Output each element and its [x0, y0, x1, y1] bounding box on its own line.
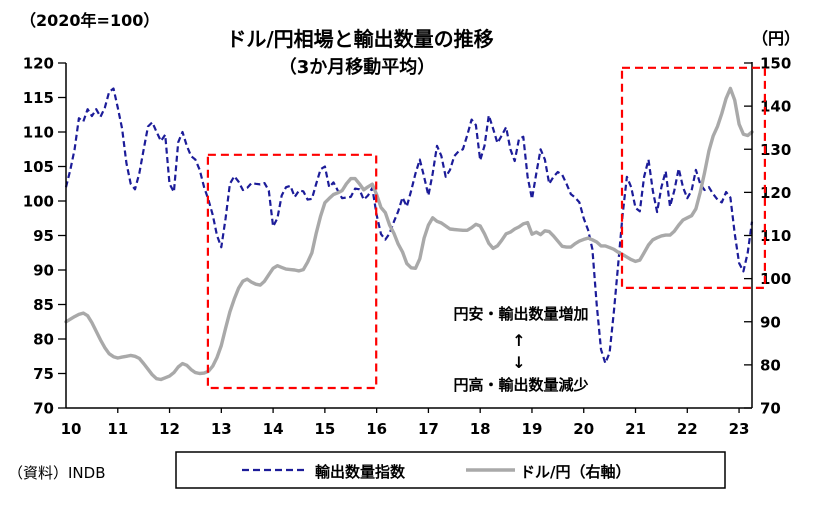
right-axis-tick-label: 100: [760, 270, 791, 288]
chart-title: ドル/円相場と輸出数量の推移: [226, 27, 493, 51]
up-arrow-icon: ↑: [512, 331, 525, 350]
annotation-yen-weak: 円安・輸出数量増加: [453, 305, 588, 323]
left-axis-tick-label: 120: [23, 55, 54, 73]
left-axis-tick-label: 85: [33, 296, 54, 314]
left-axis-tick-label: 90: [33, 262, 54, 280]
x-axis-tick-label: 13: [211, 420, 232, 438]
export-index-line: [64, 87, 754, 365]
x-axis-tick-label: 15: [314, 420, 335, 438]
right-axis-tick-label: 80: [760, 356, 781, 374]
chart-subtitle: （3か月移動平均）: [279, 56, 436, 78]
left-axis-unit-label: （2020年=100）: [20, 11, 159, 30]
annotation-yen-strong: 円高・輸出数量減少: [453, 376, 588, 394]
x-axis-tick-label: 22: [677, 420, 698, 438]
x-axis-tick-label: 21: [625, 420, 646, 438]
x-axis-tick-label: 17: [418, 420, 439, 438]
right-axis-tick-label: 70: [760, 400, 781, 418]
source-note: （資料）INDB: [8, 464, 106, 482]
highlight-boxes-layer: [206, 66, 766, 390]
series-layer: [64, 86, 754, 382]
highlight-box: [206, 153, 378, 390]
x-axis-tick-label: 12: [159, 420, 180, 438]
legend: 輸出数量指数 ドル/円（右軸）: [175, 451, 726, 489]
x-axis-tick-label: 11: [107, 420, 128, 438]
left-axis-tick-label: 95: [33, 227, 54, 245]
down-arrow-icon: ↓: [512, 353, 525, 372]
left-axis-tick-label: 110: [23, 124, 54, 142]
left-axis-tick-label: 115: [23, 89, 54, 107]
left-axis-tick-label: 100: [23, 193, 54, 211]
right-axis-unit-label: （円）: [752, 29, 800, 48]
right-axis-tick-label: 140: [760, 98, 791, 116]
x-axis-tick-label: 23: [729, 420, 750, 438]
right-axis-tick-label: 90: [760, 313, 781, 331]
left-axis-tick-label: 105: [23, 158, 54, 176]
right-axis-tick-label: 130: [760, 141, 791, 159]
left-axis-tick-label: 70: [33, 400, 54, 418]
left-axis-tick-label: 75: [33, 365, 54, 383]
highlight-box: [620, 66, 766, 290]
x-axis-tick-label: 19: [522, 420, 543, 438]
x-axis-tick-label: 16: [366, 420, 387, 438]
axes-layer: 70 75 80 85 90 95 100 105 110 115 120 70 80 90 100 110 1…: [23, 55, 792, 439]
x-axis-tick-label: 20: [573, 420, 594, 438]
x-axis-tick-label: 10: [61, 420, 82, 438]
right-axis-tick-label: 120: [760, 184, 791, 202]
usdjpy-line: [64, 86, 754, 382]
x-axis-tick-label: 18: [470, 420, 491, 438]
right-axis-tick-label: 110: [760, 227, 791, 245]
legend-label-usdjpy: ドル/円（右軸）: [520, 463, 630, 481]
left-axis-tick-label: 80: [33, 331, 54, 349]
legend-label-exports: 輸出数量指数: [315, 463, 406, 481]
x-axis-tick-label: 14: [263, 420, 284, 438]
right-axis-tick-label: 150: [760, 55, 791, 73]
